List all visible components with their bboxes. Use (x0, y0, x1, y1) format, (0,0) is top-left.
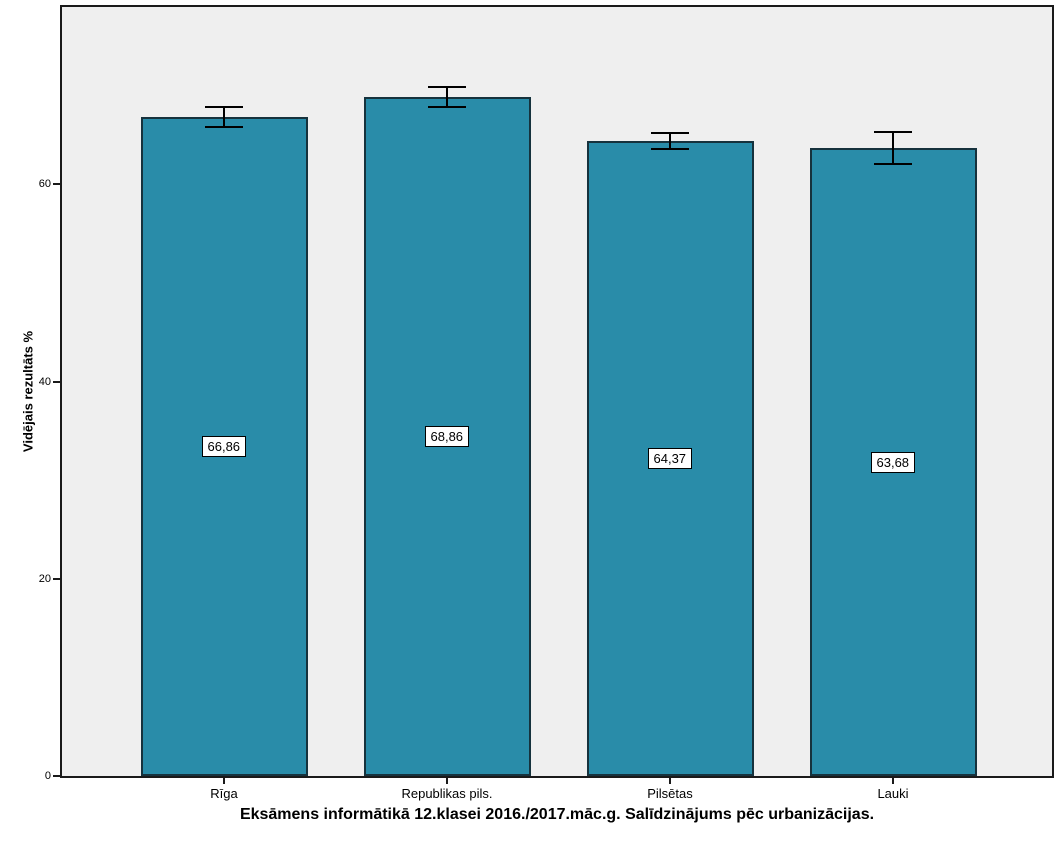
bar-value-label: 66,86 (201, 435, 247, 457)
plot-area: 66,86 68,86 64,37 63,68 (60, 5, 1054, 778)
x-category-label: Rīga (210, 786, 238, 801)
bar-value-label: 64,37 (647, 448, 693, 470)
x-tick (892, 778, 894, 784)
error-bar-stem (669, 133, 671, 150)
y-axis-title: Vidējais rezultāts % (20, 330, 36, 453)
chart-title: Eksāmens informātikā 12.klasei 2016./201… (239, 806, 875, 823)
error-bar-cap-bottom (874, 162, 912, 165)
x-tick (223, 778, 225, 784)
x-tick (446, 778, 448, 784)
error-bar-cap-bottom (428, 105, 466, 108)
y-tick (53, 577, 60, 580)
error-bar-stem (892, 132, 894, 164)
error-bar-cap-top (205, 105, 243, 108)
y-tick (53, 775, 60, 777)
error-bar-stem (446, 87, 448, 107)
x-category-label: Pilsētas (647, 786, 693, 801)
error-bar-cap-bottom (205, 125, 243, 128)
bar-value-label: 63,68 (870, 451, 916, 473)
y-tick (53, 380, 60, 383)
y-tick (53, 183, 60, 186)
error-bar-stem (223, 106, 225, 127)
y-tick-label: 60 (38, 178, 51, 191)
bar-value-label: 68,86 (424, 426, 470, 448)
x-category-label: Republikas pils. (401, 786, 493, 801)
error-bar-cap-bottom (651, 148, 689, 151)
y-tick-label: 0 (44, 770, 51, 782)
x-tick (669, 778, 671, 784)
error-bar-cap-top (874, 131, 912, 134)
y-tick-label: 40 (38, 375, 51, 388)
x-category-label: Lauki (877, 786, 909, 801)
error-bar-cap-top (651, 132, 689, 135)
y-tick-label: 20 (38, 572, 51, 585)
error-bar-cap-top (428, 86, 466, 89)
